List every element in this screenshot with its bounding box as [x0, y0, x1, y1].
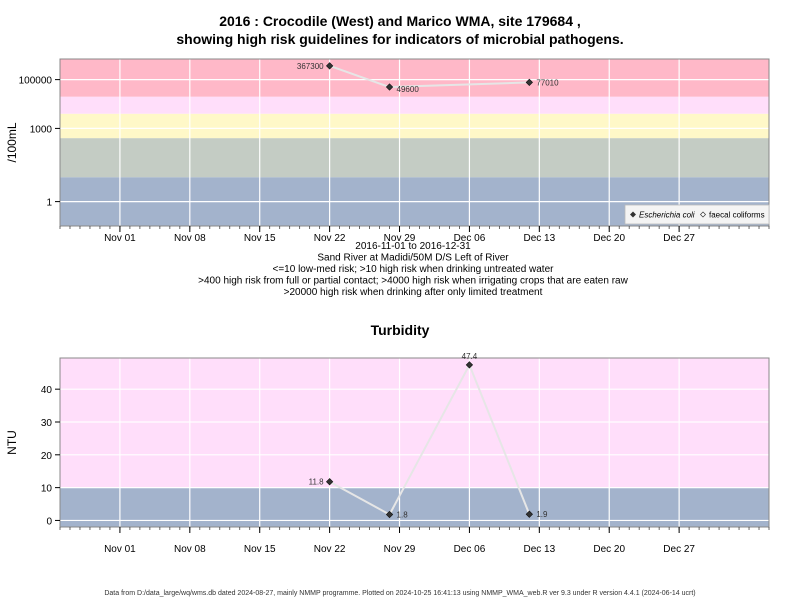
plot-frame: [59, 357, 770, 528]
chart-title: showing high risk guidelines for indicat…: [176, 31, 623, 47]
x-tick-label: Nov 29: [384, 233, 416, 244]
data-point: [385, 83, 394, 91]
y-tick-label: 20: [41, 451, 53, 462]
data-point: [465, 361, 474, 369]
data-label: 47.4: [462, 352, 478, 361]
x-tick-label: Dec 20: [593, 544, 625, 555]
chart-note: >20000 high risk when drinking after onl…: [284, 287, 543, 298]
x-tick-label: Nov 01: [104, 233, 136, 244]
data-label: 77010: [536, 78, 559, 87]
data-label: 11.8: [309, 478, 325, 487]
chart-title: Turbidity: [371, 322, 430, 338]
series-line: [329, 362, 531, 516]
x-tick-label: Nov 01: [104, 544, 136, 555]
data-label: 1.8: [397, 511, 409, 520]
y-tick-label: 40: [41, 385, 53, 396]
chart-note: Sand River at Madidi/50M D/S Left of Riv…: [317, 253, 509, 264]
x-tick-label: Dec 20: [593, 233, 625, 244]
y-tick-label: 30: [41, 418, 53, 429]
legend-marker: [700, 211, 706, 218]
y-tick-label: 0: [46, 516, 52, 527]
x-tick-label: Nov 15: [244, 233, 276, 244]
data-label: 367300: [297, 62, 324, 71]
x-tick-label: Nov 22: [314, 233, 346, 244]
chart-note: 2016-11-01 to 2016-12-31: [355, 241, 471, 252]
x-tick-label: Nov 22: [314, 544, 346, 555]
y-tick-label: 100000: [19, 76, 53, 87]
y-tick-label: 10: [41, 484, 53, 495]
risk-band: [60, 113, 769, 139]
plot-frame: [59, 58, 770, 227]
data-point: [325, 478, 334, 486]
x-tick-label: Nov 08: [174, 544, 206, 555]
data-label: 1.9: [536, 510, 548, 519]
y-axis-label: NTU: [5, 430, 19, 455]
risk-band: [60, 487, 769, 527]
risk-band: [60, 96, 769, 114]
x-tick-label: Dec 27: [663, 233, 695, 244]
x-tick-label: Dec 13: [523, 544, 555, 555]
x-tick-label: Nov 08: [174, 233, 206, 244]
x-tick-label: Dec 06: [454, 544, 486, 555]
data-label: 49600: [397, 85, 420, 94]
x-tick-label: Dec 13: [523, 233, 555, 244]
x-tick-label: Nov 29: [384, 544, 416, 555]
legend-marker: [630, 211, 636, 218]
data-point: [385, 510, 394, 519]
y-tick-label: 1: [46, 198, 52, 209]
y-axis-label: /100mL: [5, 122, 19, 162]
risk-band: [60, 138, 769, 178]
legend-label: faecal coliforms: [709, 211, 765, 220]
x-tick-label: Dec 06: [454, 233, 486, 244]
risk-band: [60, 59, 769, 97]
footer-note: Data from D:/data_large/wq/wms.db dated …: [104, 590, 695, 597]
legend-label: Escherichia coli: [639, 211, 695, 220]
data-point: [325, 62, 334, 70]
x-tick-label: Dec 27: [663, 544, 695, 555]
legend-box: [624, 204, 770, 225]
chart-title: 2016 : Crocodile (West) and Marico WMA, …: [219, 13, 581, 29]
chart-note: >400 high risk from full or partial cont…: [198, 276, 628, 287]
chart-note: <=10 low-med risk; >10 high risk when dr…: [273, 264, 555, 275]
data-point: [525, 510, 533, 518]
y-tick-label: 1000: [30, 124, 53, 135]
x-tick-label: Nov 15: [244, 544, 276, 555]
data-point: [525, 78, 533, 87]
